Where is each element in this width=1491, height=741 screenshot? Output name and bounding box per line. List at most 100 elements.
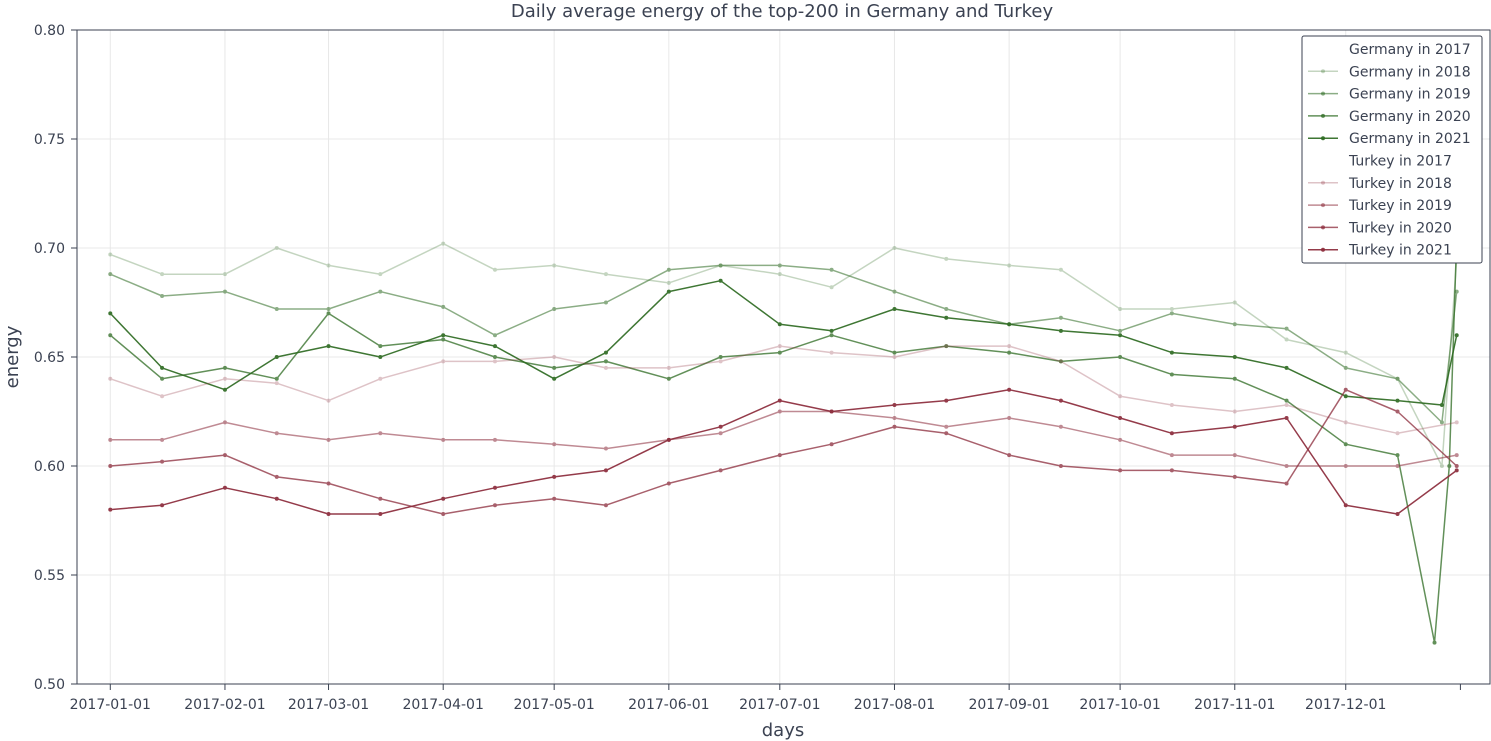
chart-title: Daily average energy of the top-200 in G… — [511, 1, 1054, 22]
data-point — [1454, 333, 1459, 338]
data-point — [718, 278, 723, 283]
data-point — [160, 394, 165, 399]
data-point — [777, 350, 782, 355]
data-point — [274, 381, 279, 386]
data-point — [1232, 474, 1237, 479]
data-point — [1118, 355, 1123, 359]
data-point — [944, 424, 949, 429]
data-point — [666, 437, 671, 442]
data-point — [108, 272, 113, 277]
data-point — [378, 355, 383, 359]
data-point — [1447, 464, 1452, 468]
data-point — [552, 474, 557, 479]
x-tick-label: 2017-04-01 — [403, 697, 484, 713]
data-point — [1284, 402, 1289, 407]
data-point — [1284, 416, 1289, 421]
data-point — [326, 311, 331, 316]
data-point — [1284, 464, 1289, 468]
data-point — [718, 359, 723, 364]
y-tick-label: 0.80 — [34, 23, 65, 39]
y-tick-label: 0.60 — [34, 459, 65, 475]
data-point — [1343, 387, 1348, 392]
data-point — [1395, 376, 1400, 381]
data-point — [1007, 322, 1012, 327]
data-point — [603, 503, 608, 508]
data-point — [274, 307, 279, 312]
data-point — [1007, 350, 1012, 355]
data-point — [160, 376, 165, 381]
data-point — [108, 437, 113, 442]
data-point — [1232, 409, 1237, 414]
data-point — [829, 333, 834, 338]
data-point — [944, 307, 949, 312]
data-point — [666, 289, 671, 294]
series-line — [109, 279, 1458, 406]
data-point — [378, 511, 383, 516]
legend-entry: Germany in 2018 — [1308, 64, 1471, 80]
data-point — [222, 387, 227, 392]
data-point — [1439, 464, 1444, 468]
data-point — [944, 344, 949, 349]
series-1 — [108, 241, 1459, 468]
data-point — [441, 511, 446, 516]
series-line — [110, 345, 1457, 435]
data-point — [1169, 453, 1174, 458]
data-point — [222, 420, 227, 425]
data-point — [829, 328, 834, 333]
data-point — [492, 333, 497, 338]
data-point — [274, 376, 279, 381]
x-tick-label: 2017-10-01 — [1079, 697, 1160, 713]
data-point — [552, 307, 557, 312]
data-point — [1007, 453, 1012, 458]
data-point — [1232, 453, 1237, 458]
data-point — [1058, 359, 1063, 364]
data-point — [1058, 424, 1063, 429]
data-point — [829, 350, 834, 355]
data-point — [603, 365, 608, 370]
data-point — [1118, 468, 1123, 473]
data-point — [1395, 398, 1400, 403]
data-point — [718, 431, 723, 436]
data-point — [1007, 416, 1012, 421]
data-point — [1169, 372, 1174, 377]
legend-label: Germany in 2017 — [1349, 42, 1471, 58]
data-point — [777, 272, 782, 277]
data-point — [718, 468, 723, 473]
data-point — [326, 263, 331, 268]
data-point — [777, 322, 782, 327]
data-point — [492, 503, 497, 508]
series-line — [110, 242, 1458, 467]
legend-marker — [1321, 180, 1325, 185]
data-point — [441, 437, 446, 442]
x-axis: 2017-01-01 2017-02-01 2017-03-01 2017-04-01… — [70, 684, 1461, 713]
legend-entry: Turkey in 2017 — [1348, 154, 1452, 170]
data-point — [492, 485, 497, 490]
data-point — [1169, 468, 1174, 473]
legend-marker — [1321, 136, 1325, 141]
x-tick-label: 2017-09-01 — [968, 697, 1049, 713]
data-point — [552, 355, 557, 359]
data-point — [1007, 344, 1012, 349]
data-point — [108, 507, 113, 512]
data-point — [892, 289, 897, 294]
data-point — [222, 289, 227, 294]
data-point — [108, 333, 113, 338]
data-point — [1232, 322, 1237, 327]
data-point — [222, 376, 227, 381]
legend-label: Turkey in 2019 — [1348, 198, 1452, 214]
data-point — [552, 376, 557, 381]
series-layer — [108, 235, 1459, 645]
data-point — [326, 481, 331, 486]
data-point — [1454, 453, 1459, 458]
data-point — [1118, 307, 1123, 312]
legend-label: Germany in 2018 — [1349, 64, 1471, 80]
x-tick-label: 2017-03-01 — [288, 697, 369, 713]
data-point — [492, 267, 497, 272]
x-tick-label: 2017-01-01 — [70, 697, 151, 713]
series-8 — [108, 387, 1459, 516]
data-point — [552, 365, 557, 370]
data-point — [603, 468, 608, 473]
data-point — [1284, 481, 1289, 486]
data-point — [892, 246, 897, 250]
data-point — [326, 307, 331, 312]
